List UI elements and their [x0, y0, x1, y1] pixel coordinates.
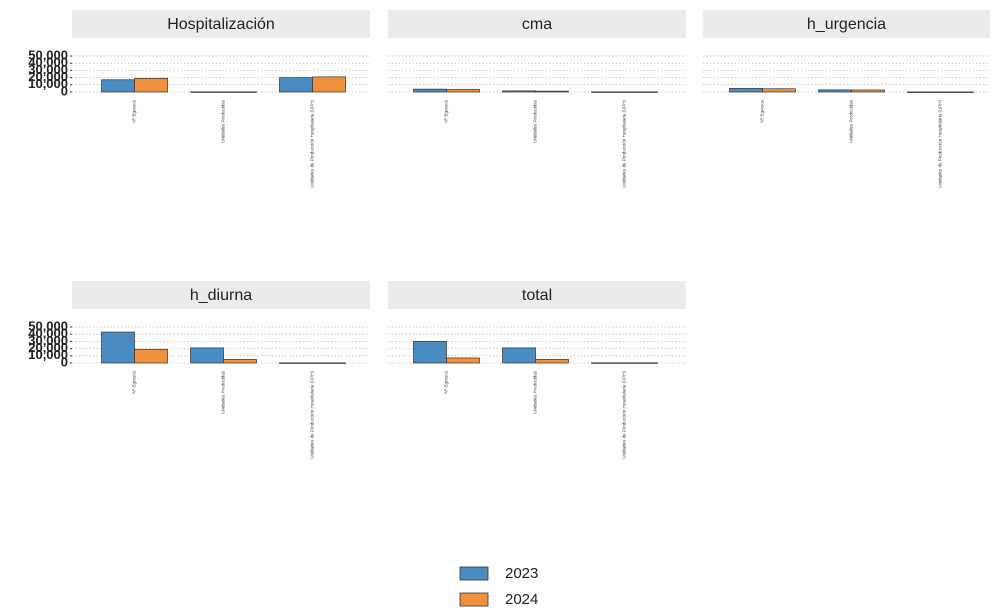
bar: [134, 77, 168, 93]
bar: [279, 362, 313, 364]
bar: [446, 357, 480, 364]
y-tick-label: 30,000: [28, 333, 68, 348]
y-tick-label: 20,000: [28, 340, 68, 355]
bar: [413, 341, 447, 364]
facet-title: cma: [522, 16, 552, 33]
bar: [413, 88, 447, 93]
bar: [591, 362, 625, 364]
bar: [223, 91, 257, 93]
bar: [134, 348, 168, 364]
bar: [446, 89, 480, 93]
y-tick-label: 50,000: [28, 318, 68, 333]
bar: [223, 359, 257, 364]
bar: [190, 347, 224, 364]
strip: [703, 10, 990, 38]
x-tick-label: Unidades de Producción Hospitalaria (UPH…: [622, 371, 627, 459]
bar: [312, 362, 346, 364]
bar: [940, 91, 974, 93]
bar: [762, 88, 796, 93]
facet-title: h_diurna: [190, 287, 252, 304]
bar: [535, 90, 569, 93]
strip: [388, 281, 686, 309]
y-tick-label: 50,000: [28, 47, 68, 62]
y-tick-label: 40,000: [28, 55, 68, 70]
strip: [388, 10, 686, 38]
bar: [624, 362, 658, 364]
bar: [851, 89, 885, 93]
x-tick-label: Unidades Producidas: [221, 99, 226, 143]
strip: [72, 10, 370, 38]
bar: [279, 77, 313, 93]
bar: [535, 359, 569, 364]
legend-label: 2024: [505, 591, 538, 608]
bar: [502, 347, 536, 364]
y-tick-label: 40,000: [28, 326, 68, 341]
bar: [190, 91, 224, 93]
y-tick-label: 20,000: [28, 69, 68, 84]
facet-title: Hospitalización: [167, 16, 275, 33]
x-tick-label: Nº Egresos: [132, 370, 137, 393]
facet-title: total: [522, 287, 552, 304]
bar: [624, 91, 658, 93]
x-tick-label: Unidades Producidas: [533, 370, 538, 414]
x-tick-label: Nº Egresos: [132, 99, 137, 122]
bar: [502, 90, 536, 93]
y-tick-label: 0: [61, 354, 68, 369]
legend-label: 2023: [505, 565, 538, 582]
x-tick-label: Nº Egresos: [444, 370, 449, 393]
x-tick-label: Nº Egresos: [444, 99, 449, 122]
y-tick-label: 30,000: [28, 62, 68, 77]
x-tick-label: Unidades de Producción Hospitalaria (UPH…: [622, 100, 627, 188]
facet-title: h_urgencia: [807, 16, 886, 33]
bar: [101, 331, 135, 364]
x-tick-label: Unidades de Producción Hospitalaria (UPH…: [938, 100, 943, 188]
x-tick-label: Unidades Producidas: [533, 99, 538, 143]
strip: [72, 281, 370, 309]
bar: [729, 88, 763, 93]
bar: [818, 89, 852, 93]
x-tick-label: Unidades Producidas: [221, 370, 226, 414]
y-tick-label: 10,000: [28, 347, 68, 362]
x-tick-label: Unidades de Producción Hospitalaria (UPH…: [310, 371, 315, 459]
x-tick-label: Unidades Producidas: [849, 99, 854, 143]
bar: [101, 79, 135, 93]
bar: [591, 91, 625, 93]
x-tick-label: Unidades de Producción Hospitalaria (UPH…: [310, 100, 315, 188]
y-tick-label: 10,000: [28, 76, 68, 91]
bar: [907, 91, 941, 93]
y-tick-label: 0: [61, 83, 68, 98]
x-tick-label: Nº Egresos: [760, 99, 765, 122]
bar: [312, 76, 346, 93]
legend-key: [459, 592, 489, 607]
legend-key: [459, 566, 489, 581]
